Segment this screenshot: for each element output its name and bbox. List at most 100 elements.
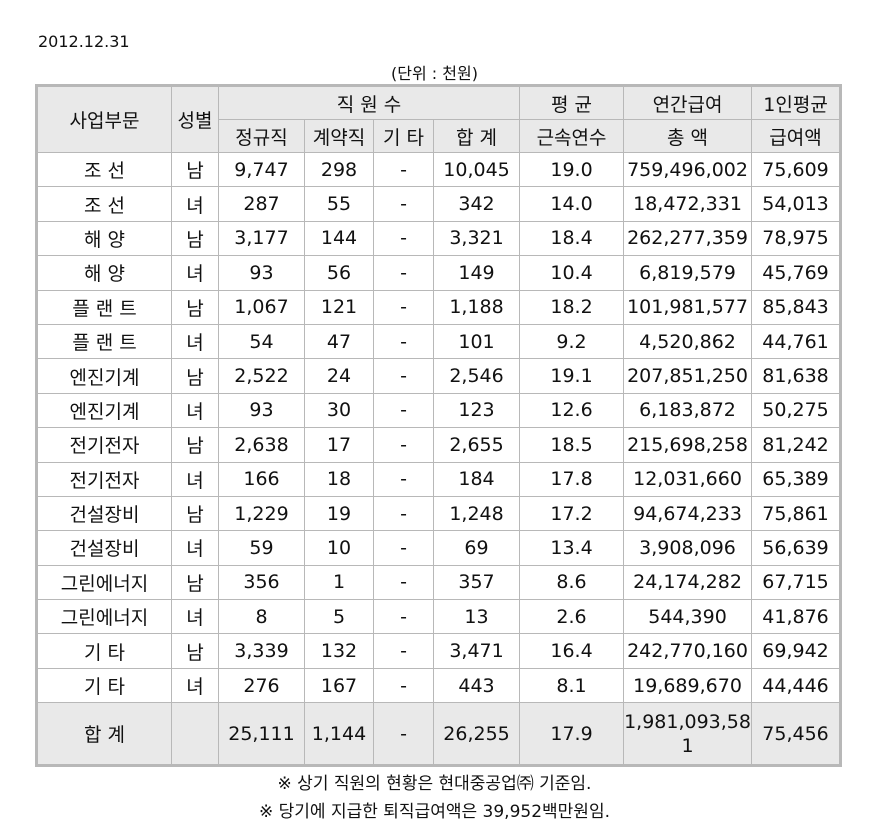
cell-regular: 93 <box>218 392 305 429</box>
cell-salary: 18,472,331 <box>623 186 753 222</box>
cell-gender: 남 <box>171 358 219 394</box>
cell-contract: 167 <box>304 667 374 704</box>
cell-division: 그린에너지 <box>36 564 172 601</box>
cell-other: - <box>373 564 434 601</box>
cell-other: - <box>373 461 434 497</box>
cell-contract: 10 <box>304 530 374 566</box>
header-tenure-bottom: 근속연수 <box>519 119 625 153</box>
cell-gender: 녀 <box>171 667 219 704</box>
cell-salary: 242,770,160 <box>623 633 753 669</box>
cell-division: 조 선 <box>36 151 172 188</box>
cell-gender: 녀 <box>171 392 219 429</box>
header-staff-count: 직 원 수 <box>217 85 521 120</box>
cell-contract: 5 <box>304 599 374 635</box>
header-other: 기 타 <box>373 119 434 153</box>
cell-avg: 69,942 <box>751 633 842 669</box>
cell-total: 357 <box>432 564 521 601</box>
table-body: 조 선 남 9,747 298-10,045 19.0 759,496,002 75,609… <box>36 151 842 704</box>
cell-tenure: 19.0 <box>519 151 625 188</box>
cell-total: 443 <box>432 667 521 704</box>
table-total: 합 계 25,111 1,144 - 26,255 17.9 1,981,093… <box>36 702 842 767</box>
table-row: 그린에너지 녀 8 5-13 2.6 544,390 41,876 <box>36 599 842 635</box>
cell-avg: 81,242 <box>751 427 842 463</box>
cell-regular: 3,339 <box>218 633 305 669</box>
cell-other: - <box>373 289 434 325</box>
cell-other: - <box>373 427 434 463</box>
cell-salary: 3,908,096 <box>623 530 753 566</box>
cell-gender: 남 <box>171 220 219 257</box>
cell-contract: 18 <box>304 461 374 497</box>
cell-tenure: 14.0 <box>519 186 625 222</box>
total-label: 합 계 <box>36 702 172 767</box>
table-row: 플 랜 트 남 1,067 121-1,188 18.2 101,981,577 85,84… <box>36 289 842 325</box>
header-gender: 성별 <box>171 85 219 153</box>
cell-regular: 59 <box>218 530 305 566</box>
cell-regular: 356 <box>218 564 305 601</box>
cell-total: 69 <box>432 530 521 566</box>
footnote-retirement: ※ 당기에 지급한 퇴직급여액은 39,952백만원임. <box>259 802 610 822</box>
cell-tenure: 18.5 <box>519 427 625 463</box>
cell-total: 10,045 <box>432 151 521 188</box>
cell-regular: 1,067 <box>218 289 305 325</box>
cell-division: 해 양 <box>36 255 172 291</box>
cell-contract: 144 <box>304 220 374 257</box>
cell-contract: 55 <box>304 186 374 222</box>
cell-gender: 녀 <box>171 186 219 222</box>
cell-tenure: 12.6 <box>519 392 625 429</box>
table-row: 건설장비 녀 59 10-69 13.4 3,908,096 56,639 <box>36 530 842 566</box>
cell-regular: 166 <box>218 461 305 497</box>
cell-regular: 287 <box>218 186 305 222</box>
report-date: 2012.12.31 <box>38 32 130 51</box>
cell-division: 그린에너지 <box>36 599 172 635</box>
cell-gender: 남 <box>171 564 219 601</box>
cell-regular: 276 <box>218 667 305 704</box>
total-gender <box>171 702 219 767</box>
cell-other: - <box>373 358 434 394</box>
cell-other: - <box>373 151 434 188</box>
cell-regular: 2,522 <box>218 358 305 394</box>
table-row: 전기전자 녀 166 18-184 17.8 12,031,660 65,389 <box>36 461 842 497</box>
cell-tenure: 8.1 <box>519 667 625 704</box>
cell-tenure: 8.6 <box>519 564 625 601</box>
header-tenure-top: 평 균 <box>519 85 625 120</box>
header-regular: 정규직 <box>218 119 305 153</box>
cell-salary: 94,674,233 <box>623 495 753 532</box>
cell-division: 건설장비 <box>36 530 172 566</box>
cell-salary: 19,689,670 <box>623 667 753 704</box>
cell-total: 101 <box>432 323 521 360</box>
cell-regular: 1,229 <box>218 495 305 532</box>
cell-gender: 녀 <box>171 323 219 360</box>
cell-total: 2,655 <box>432 427 521 463</box>
total-other: - <box>373 702 434 767</box>
cell-tenure: 16.4 <box>519 633 625 669</box>
table-row: 해 양 남 3,177 144-3,321 18.4 262,277,359 78,975 <box>36 220 842 257</box>
cell-other: - <box>373 667 434 704</box>
cell-gender: 남 <box>171 151 219 188</box>
cell-total: 2,546 <box>432 358 521 394</box>
cell-division: 엔진기계 <box>36 392 172 429</box>
cell-contract: 24 <box>304 358 374 394</box>
table-row: 그린에너지 남 356 1-357 8.6 24,174,282 67,715 <box>36 564 842 601</box>
cell-avg: 75,861 <box>751 495 842 532</box>
cell-avg: 41,876 <box>751 599 842 635</box>
cell-division: 엔진기계 <box>36 358 172 394</box>
cell-avg: 85,843 <box>751 289 842 325</box>
cell-salary: 207,851,250 <box>623 358 753 394</box>
cell-other: - <box>373 633 434 669</box>
total-row: 합 계 25,111 1,144 - 26,255 17.9 1,981,093… <box>36 702 842 767</box>
table-row: 조 선 녀 287 55-342 14.0 18,472,331 54,013 <box>36 186 842 222</box>
table-row: 해 양 녀 93 56-149 10.4 6,819,579 45,769 <box>36 255 842 291</box>
cell-tenure: 9.2 <box>519 323 625 360</box>
cell-gender: 녀 <box>171 599 219 635</box>
cell-gender: 녀 <box>171 530 219 566</box>
table-row: 기 타 남 3,339 132-3,471 16.4 242,770,160 69,942 <box>36 633 842 669</box>
cell-tenure: 18.4 <box>519 220 625 257</box>
cell-total: 1,248 <box>432 495 521 532</box>
total-salary: 1,981,093,581 <box>623 702 753 767</box>
cell-contract: 298 <box>304 151 374 188</box>
cell-division: 플 랜 트 <box>36 289 172 325</box>
header-salary-top: 연간급여 <box>623 85 753 120</box>
table-row: 기 타 녀 276 167-443 8.1 19,689,670 44,446 <box>36 667 842 704</box>
cell-avg: 44,761 <box>751 323 842 360</box>
header-salary-bottom: 총 액 <box>623 119 753 153</box>
